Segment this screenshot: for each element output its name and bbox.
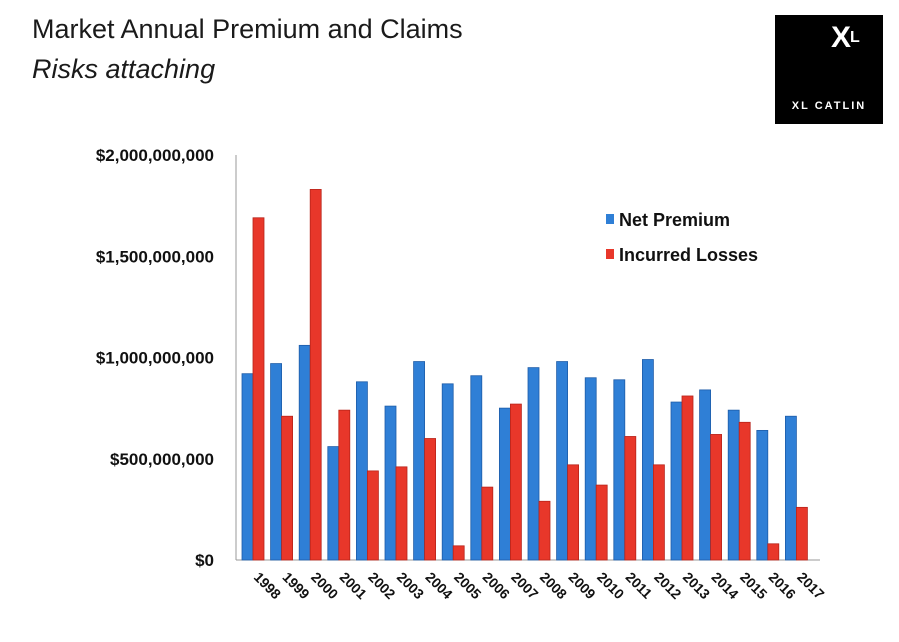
bar-incurred-losses-2012 (653, 464, 665, 561)
y-tick-label: $500,000,000 (110, 450, 214, 469)
bar-incurred-losses-2003 (395, 466, 408, 561)
bar-net-premium-2006 (470, 375, 483, 561)
xl-logo-mark: XL (831, 21, 860, 54)
legend-label-incurred-losses: Incurred Losses (619, 245, 758, 265)
bar-net-premium-2002 (355, 381, 368, 561)
bar-net-premium-2000 (298, 344, 311, 561)
x-tick-label: 2010 (594, 569, 627, 602)
legend-swatch-incurred-losses (606, 249, 614, 259)
bar-incurred-losses-1999 (281, 415, 294, 561)
bar-incurred-losses-2006 (481, 486, 494, 561)
bar-net-premium-2007 (498, 407, 511, 561)
y-tick-label: $0 (195, 551, 214, 570)
bar-incurred-losses-2011 (624, 436, 637, 561)
x-tick-label: 2009 (565, 569, 598, 602)
bar-net-premium-2012 (642, 359, 654, 561)
bar-net-premium-2015 (727, 409, 740, 561)
bar-net-premium-2008 (527, 367, 540, 561)
x-tick-label: 1999 (279, 569, 312, 602)
legend-swatch-net-premium (606, 214, 614, 224)
x-tick-label: 2005 (451, 569, 484, 602)
bar-net-premium-1998 (241, 373, 254, 561)
bar-net-premium-2014 (699, 389, 711, 561)
chart-title: Market Annual Premium and Claims (32, 14, 463, 44)
bar-net-premium-2009 (556, 361, 568, 561)
y-tick-label: $1,500,000,000 (96, 247, 214, 266)
x-tick-label: 1998 (251, 569, 284, 602)
x-tick-label: 2011 (623, 569, 656, 602)
bar-incurred-losses-2010 (595, 484, 608, 561)
logo-text: XL CATLIN (791, 100, 867, 112)
bar-net-premium-1999 (270, 363, 283, 561)
x-tick-label: 2008 (537, 569, 570, 602)
bar-net-premium-2016 (756, 429, 769, 561)
bar-incurred-losses-2002 (366, 470, 379, 561)
bar-incurred-losses-2015 (738, 421, 751, 561)
y-axis-ticks: $2,000,000,000 $1,500,000,000 $1,000,000,0… (96, 146, 214, 570)
bar-net-premium-2003 (384, 405, 397, 561)
x-tick-label: 2007 (508, 569, 541, 602)
bars-group (241, 189, 808, 561)
bar-incurred-losses-2009 (567, 464, 579, 561)
x-tick-label: 2001 (337, 569, 370, 602)
bar-incurred-losses-1998 (252, 217, 265, 561)
bar-incurred-losses-2014 (710, 434, 722, 561)
x-tick-label: 2017 (794, 569, 827, 602)
x-tick-label: 2006 (480, 569, 513, 602)
chart-subtitle: Risks attaching (32, 54, 216, 84)
bar-net-premium-2001 (327, 446, 340, 561)
bar-net-premium-2011 (613, 379, 626, 561)
bar-net-premium-2017 (785, 415, 797, 561)
bar-net-premium-2013 (670, 401, 683, 561)
bar-net-premium-2005 (441, 383, 454, 561)
bar-incurred-losses-2004 (424, 438, 437, 561)
legend: Net Premium Incurred Losses (606, 210, 758, 265)
bar-incurred-losses-2001 (338, 409, 351, 561)
x-tick-label: 2003 (394, 569, 427, 602)
bar-net-premium-2004 (413, 361, 426, 561)
xl-catlin-logo: XL XL CATLIN (775, 15, 883, 124)
y-tick-label: $2,000,000,000 (96, 146, 214, 165)
x-tick-label: 2015 (737, 569, 770, 602)
bar-incurred-losses-2017 (796, 506, 808, 561)
bar-net-premium-2010 (584, 377, 597, 561)
y-tick-label: $1,000,000,000 (96, 349, 214, 368)
x-tick-label: 2000 (308, 569, 341, 602)
bar-incurred-losses-2005 (452, 545, 465, 561)
x-tick-label: 2014 (708, 569, 741, 602)
x-axis-ticks: 1998199920002001200220032004200520062007… (251, 569, 828, 602)
bar-incurred-losses-2000 (309, 189, 322, 561)
legend-label-net-premium: Net Premium (619, 210, 730, 230)
x-tick-label: 2002 (365, 569, 398, 602)
x-tick-label: 2013 (680, 569, 713, 602)
bar-incurred-losses-2008 (538, 500, 551, 561)
bar-incurred-losses-2013 (681, 395, 694, 561)
x-tick-label: 2004 (422, 569, 455, 602)
bar-incurred-losses-2007 (509, 403, 522, 561)
x-tick-label: 2012 (651, 569, 684, 602)
x-tick-label: 2016 (766, 569, 799, 602)
bar-incurred-losses-2016 (767, 543, 780, 561)
